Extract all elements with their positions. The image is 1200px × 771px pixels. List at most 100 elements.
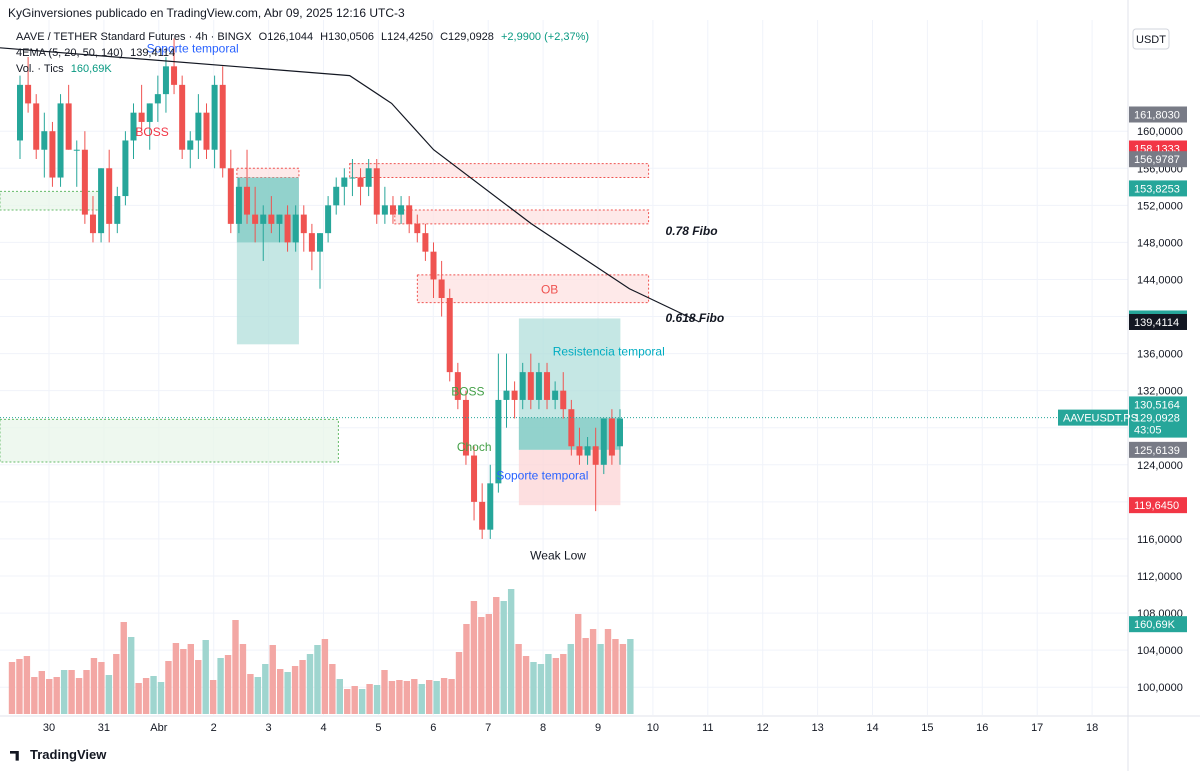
- volume-bar: [23, 656, 31, 714]
- x-tick-label: 16: [976, 722, 988, 734]
- candle-body: [479, 501, 486, 530]
- candle-body: [130, 112, 137, 141]
- legend-ema-row[interactable]: 4EMA (5, 20, 50, 140) 139,4114: [16, 47, 175, 59]
- x-tick-label: 30: [43, 722, 55, 734]
- volume-bar: [381, 670, 388, 714]
- symbol-tag: [1058, 409, 1128, 426]
- y-tick-label: 116,0000: [1137, 534, 1182, 546]
- legend-low: L124,4250: [381, 31, 434, 43]
- x-tick-label: 9: [595, 722, 601, 734]
- candle-body: [592, 446, 599, 465]
- legend-volume-row[interactable]: Vol. · Tics 160,69K: [16, 63, 112, 75]
- candle-body: [146, 103, 153, 122]
- x-tick-label: 13: [811, 722, 823, 734]
- volume-bar: [306, 654, 314, 714]
- currency-label: USDT: [1136, 34, 1166, 46]
- volume-bar: [321, 639, 329, 714]
- candle-body: [438, 279, 445, 298]
- volume-bar: [351, 686, 358, 714]
- y-tick-label: 124,0000: [1137, 460, 1183, 472]
- volume-bar: [522, 656, 530, 714]
- volume-bar: [31, 677, 38, 714]
- volume-value: 160,69K: [70, 63, 112, 75]
- volume-bar: [120, 622, 127, 714]
- volume-bar: [396, 680, 403, 714]
- volume-bar: [463, 624, 470, 714]
- candle-body: [430, 251, 437, 280]
- y-tick-label: 104,0000: [1137, 645, 1183, 657]
- volume-bar: [291, 666, 299, 714]
- volume-bar: [232, 620, 239, 714]
- candle-body: [576, 446, 583, 456]
- candle-body: [187, 140, 194, 150]
- candle-body: [260, 214, 267, 224]
- candle-body: [519, 372, 526, 400]
- volume-bar: [142, 678, 150, 714]
- price-tag: [1129, 409, 1187, 438]
- volume-bar: [314, 645, 321, 714]
- volume-bar: [537, 664, 545, 714]
- volume-bar: [589, 629, 597, 714]
- candle-body: [33, 103, 40, 150]
- tradingview-brand: TradingView: [30, 747, 107, 762]
- candle-body: [325, 205, 332, 234]
- candle-body: [154, 94, 161, 104]
- volume-bar: [75, 678, 83, 714]
- y-tick-label: 144,0000: [1137, 274, 1183, 286]
- volume-bar: [560, 654, 567, 714]
- y-tick-label: 136,0000: [1137, 349, 1183, 361]
- candle-body: [227, 168, 234, 224]
- legend-high: H130,0506: [320, 31, 374, 43]
- candle-body: [25, 84, 32, 104]
- volume-bar: [202, 640, 209, 714]
- volume-bar: [157, 682, 165, 714]
- volume-bar: [172, 643, 180, 714]
- legend-symbol[interactable]: AAVE / TETHER Standard Futures · 4h · BI…: [16, 31, 252, 43]
- candle-body: [162, 66, 169, 95]
- tradingview-logo[interactable]: TradingView: [10, 747, 106, 762]
- volume-bar: [299, 660, 306, 714]
- candle-body: [219, 84, 226, 169]
- candle-body: [203, 112, 210, 150]
- candle-body: [560, 390, 567, 410]
- volume-bar: [507, 589, 515, 714]
- publisher-line: KyGinversiones publicado en TradingView.…: [8, 6, 405, 20]
- y-tick-label: 112,0000: [1137, 571, 1182, 583]
- volume-bar: [135, 683, 142, 714]
- legend-open: O126,1044: [258, 31, 314, 43]
- volume-bar: [329, 664, 336, 714]
- candle-body: [89, 214, 96, 234]
- candle-body: [114, 196, 121, 224]
- volume-bar: [284, 672, 291, 714]
- x-tick-label: 14: [866, 722, 878, 734]
- candle-body: [422, 233, 429, 252]
- volume-bar: [575, 614, 582, 714]
- candle-body: [106, 168, 113, 224]
- candle-body: [81, 149, 88, 215]
- volume-bar: [493, 597, 500, 714]
- volume-bar: [411, 679, 418, 714]
- candle-body: [495, 399, 502, 484]
- price-tag-label: 153,8253: [1134, 183, 1180, 195]
- volume-bar: [500, 601, 507, 714]
- candle-body: [284, 214, 291, 243]
- volume-bar: [388, 681, 396, 714]
- volume-bar: [418, 684, 425, 714]
- candle-body: [471, 455, 478, 502]
- y-tick-label: 132,0000: [1137, 386, 1183, 398]
- volume-bar: [105, 675, 113, 714]
- x-tick-label: 17: [1031, 722, 1043, 734]
- candle-body: [349, 177, 356, 179]
- x-tick-label: 12: [757, 722, 769, 734]
- candle-body: [292, 214, 299, 243]
- price-tag: [1129, 106, 1187, 123]
- annotation-label: Weak Low: [530, 548, 586, 562]
- volume-bar: [597, 644, 604, 714]
- candle-body: [584, 446, 591, 456]
- x-tick-label: 15: [921, 722, 933, 734]
- volume-bar: [239, 644, 247, 714]
- price-tag: [1129, 616, 1187, 633]
- ema-label: 4EMA (5, 20, 50, 140): [16, 47, 124, 59]
- candle-body: [57, 103, 64, 178]
